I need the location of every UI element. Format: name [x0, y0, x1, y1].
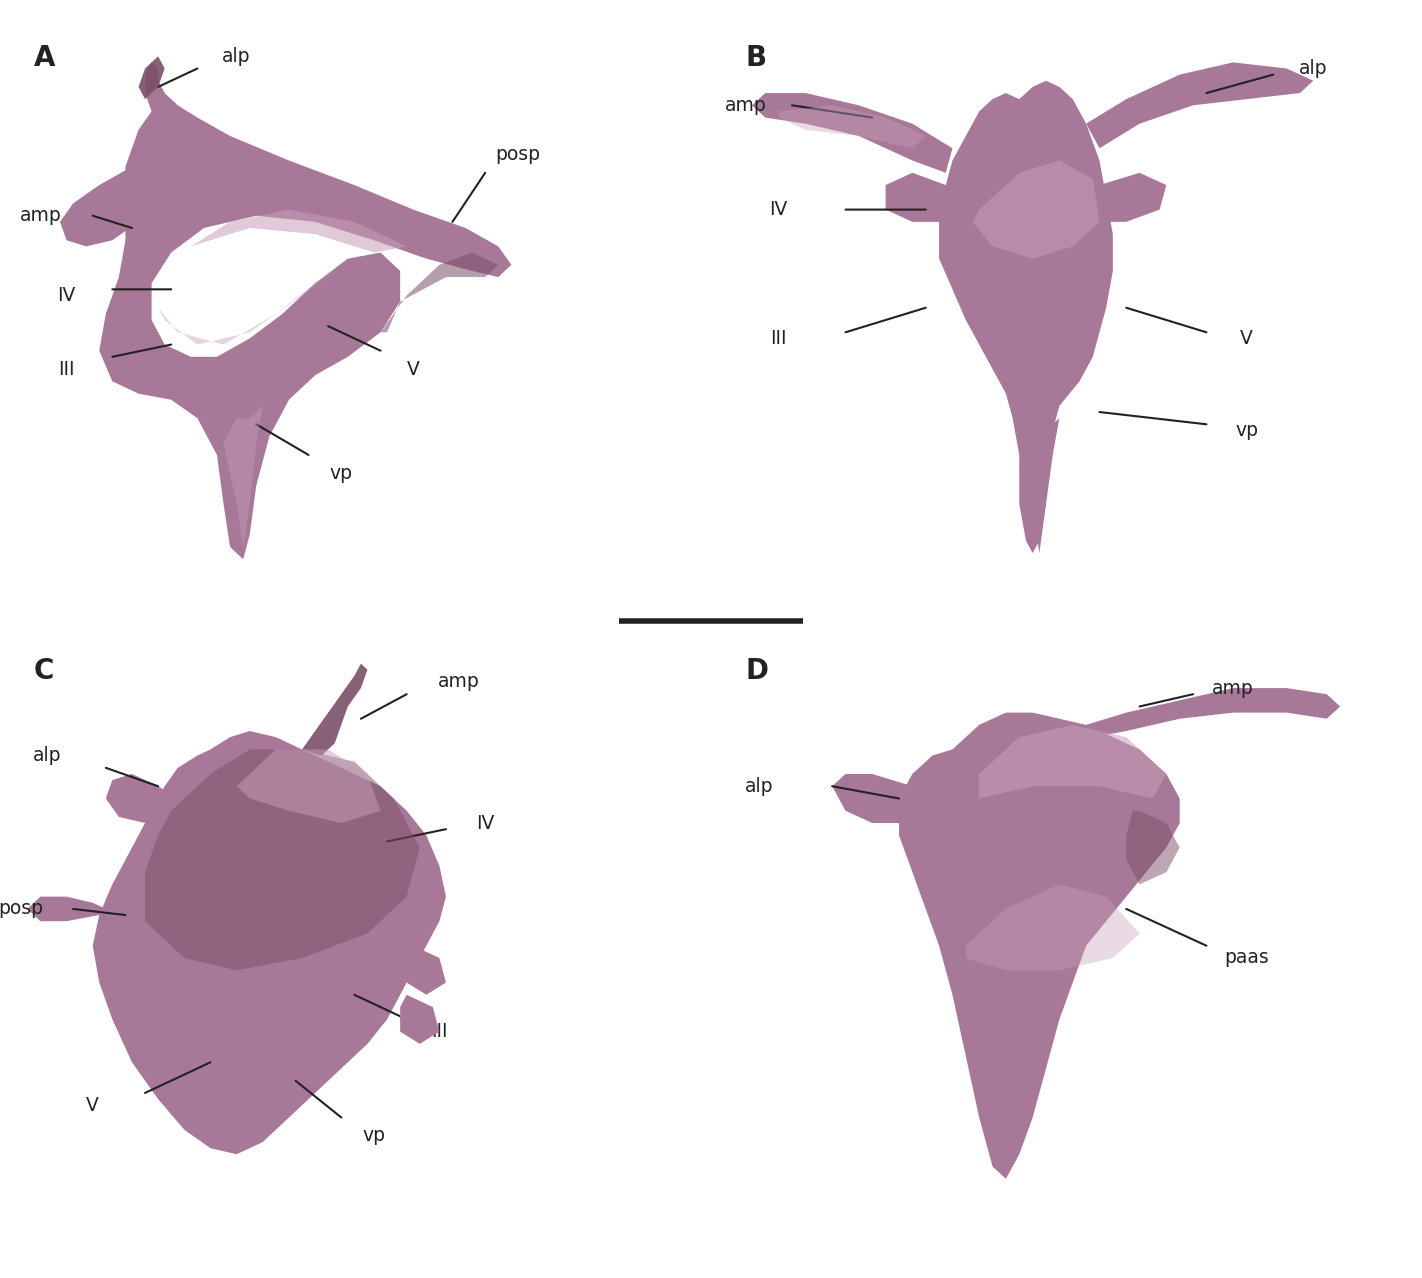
- Text: V: V: [1240, 328, 1253, 348]
- Polygon shape: [27, 897, 105, 921]
- Text: D: D: [745, 657, 768, 685]
- Text: amp: amp: [20, 206, 61, 225]
- Polygon shape: [145, 749, 419, 970]
- Polygon shape: [832, 774, 926, 823]
- Polygon shape: [158, 265, 341, 345]
- Text: IV: IV: [476, 814, 495, 832]
- Text: vp: vp: [363, 1126, 385, 1145]
- Text: vp: vp: [1236, 420, 1258, 440]
- Polygon shape: [400, 994, 439, 1044]
- Text: C: C: [34, 657, 54, 685]
- Polygon shape: [1020, 418, 1059, 553]
- Polygon shape: [1086, 688, 1340, 737]
- Text: amp: amp: [1213, 679, 1254, 698]
- Polygon shape: [138, 56, 165, 100]
- Text: alp: alp: [744, 777, 774, 796]
- Polygon shape: [973, 161, 1099, 258]
- Polygon shape: [1086, 63, 1314, 148]
- Text: posp: posp: [495, 144, 540, 164]
- Polygon shape: [939, 81, 1113, 553]
- Text: V: V: [407, 359, 419, 378]
- Text: V: V: [87, 1095, 100, 1114]
- Text: alp: alp: [33, 746, 61, 766]
- Polygon shape: [407, 946, 447, 994]
- Text: posp: posp: [0, 900, 43, 919]
- Polygon shape: [223, 406, 263, 547]
- Text: paas: paas: [1224, 948, 1268, 967]
- Polygon shape: [980, 725, 1166, 799]
- Polygon shape: [886, 173, 953, 222]
- Polygon shape: [105, 774, 178, 823]
- Polygon shape: [1094, 173, 1166, 222]
- Polygon shape: [966, 884, 1139, 970]
- Polygon shape: [301, 663, 367, 755]
- Text: III: III: [58, 359, 75, 378]
- Polygon shape: [92, 731, 447, 1154]
- Text: III: III: [771, 328, 786, 348]
- Polygon shape: [236, 749, 381, 823]
- Text: IV: IV: [769, 201, 788, 219]
- Text: A: A: [34, 43, 55, 72]
- Text: vp: vp: [330, 464, 353, 483]
- Polygon shape: [779, 105, 926, 148]
- Text: B: B: [745, 43, 766, 72]
- Polygon shape: [1126, 810, 1180, 884]
- Polygon shape: [752, 93, 953, 173]
- Text: alp: alp: [1300, 59, 1328, 78]
- Polygon shape: [100, 63, 512, 560]
- Text: III: III: [431, 1022, 448, 1042]
- Polygon shape: [60, 166, 145, 247]
- Text: IV: IV: [57, 286, 75, 305]
- Polygon shape: [381, 253, 498, 332]
- Text: alp: alp: [222, 47, 250, 65]
- Polygon shape: [191, 210, 407, 253]
- Polygon shape: [899, 713, 1180, 1178]
- Text: amp: amp: [438, 672, 479, 691]
- Text: amp: amp: [724, 96, 766, 115]
